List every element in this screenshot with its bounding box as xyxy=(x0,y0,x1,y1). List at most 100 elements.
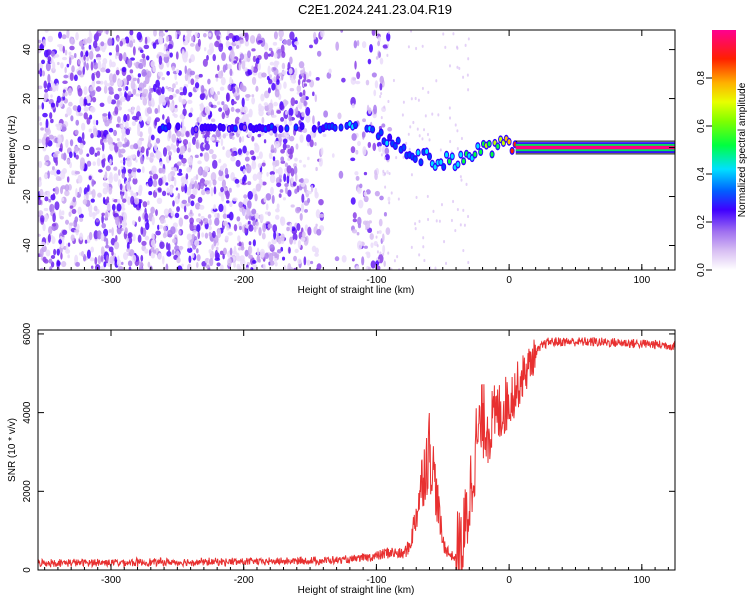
heatmap-cell xyxy=(88,50,94,60)
heatmap-cell xyxy=(75,154,79,160)
heatmap-cell xyxy=(386,53,389,58)
heatmap-cell xyxy=(159,32,166,37)
heatmap-cell xyxy=(239,39,245,45)
heatmap-cell xyxy=(232,147,237,153)
heatmap-cell xyxy=(178,230,182,235)
heatmap-cell xyxy=(100,265,106,270)
heatmap-cell xyxy=(393,259,396,263)
heatmap-cell xyxy=(157,104,161,114)
heatmap-cell xyxy=(82,199,88,205)
heatmap-cell xyxy=(65,138,69,148)
heatmap-cell xyxy=(105,30,109,35)
heatmap-cell xyxy=(157,71,164,77)
heatmap-cell xyxy=(467,214,470,219)
heatmap-cell xyxy=(91,72,95,82)
heatmap-ytick-label: 0 xyxy=(22,144,33,150)
heatmap-cell xyxy=(311,245,317,253)
heatmap-cell xyxy=(279,189,284,193)
heatmap-cell xyxy=(249,35,256,44)
heatmap-cell xyxy=(245,164,252,174)
heatmap-cell xyxy=(103,228,109,237)
heatmap-cell xyxy=(427,217,430,222)
heatmap-cell xyxy=(185,173,189,180)
heatmap-cell xyxy=(379,251,382,255)
heatmap-cell xyxy=(307,190,312,195)
heatmap-cell xyxy=(181,118,185,128)
heatmap-cell xyxy=(296,104,302,108)
heatmap-cell xyxy=(144,248,149,254)
heatmap-cell xyxy=(173,144,177,153)
heatmap-cell xyxy=(213,186,217,195)
heatmap-cell xyxy=(113,93,120,100)
heatmap-cell xyxy=(102,196,106,204)
heatmap-cell xyxy=(157,224,160,231)
heatmap-cell xyxy=(272,156,276,161)
heatmap-cell xyxy=(236,87,240,94)
heatmap-cell xyxy=(114,256,117,264)
heatmap-cell xyxy=(251,65,254,73)
heatmap-cell xyxy=(56,248,60,256)
carrier-mark xyxy=(279,126,283,132)
heatmap-cell xyxy=(177,192,181,200)
heatmap-cell xyxy=(208,225,212,231)
heatmap-cell xyxy=(50,102,55,108)
heatmap-cell xyxy=(69,72,74,81)
heatmap-cell xyxy=(245,93,251,98)
heatmap-cell xyxy=(65,242,69,252)
heatmap-cell xyxy=(234,40,241,45)
heatmap-cell xyxy=(283,173,287,183)
heatmap-cell xyxy=(210,86,215,96)
heatmap-cell xyxy=(74,170,81,175)
heatmap-cell xyxy=(305,106,311,117)
heatmap-cell xyxy=(247,190,253,200)
heatmap-cell xyxy=(310,184,314,193)
snr-ylabel: SNR (10 * v/v) xyxy=(7,418,18,482)
heatmap-cell xyxy=(445,261,448,265)
heatmap-cell xyxy=(251,48,256,52)
heatmap-cell xyxy=(111,203,116,211)
heatmap-cell xyxy=(274,132,278,138)
heatmap-cell xyxy=(107,95,112,104)
heatmap-cell xyxy=(326,72,332,79)
heatmap-cell xyxy=(62,45,65,54)
heatmap-cell xyxy=(350,146,356,154)
heatmap-cell xyxy=(124,137,128,143)
heatmap-cell xyxy=(126,74,132,81)
heatmap-cell xyxy=(80,122,86,131)
heatmap-cell xyxy=(46,190,51,198)
heatmap-cell xyxy=(273,76,277,83)
heatmap-cell xyxy=(215,141,219,147)
heatmap-cell xyxy=(123,252,129,261)
heatmap-cell xyxy=(74,216,79,223)
heatmap-cell xyxy=(166,70,170,76)
carrier-mark xyxy=(456,161,460,167)
heatmap-cell xyxy=(74,229,80,233)
heatmap-cell xyxy=(290,177,295,184)
heatmap-cell xyxy=(154,117,161,123)
heatmap-cell xyxy=(152,42,157,49)
heatmap-cell xyxy=(44,196,49,202)
heatmap-cell xyxy=(437,113,440,117)
heatmap-cell xyxy=(230,106,235,112)
heatmap-cell xyxy=(50,118,54,124)
carrier-mark xyxy=(242,125,247,131)
heatmap-cell xyxy=(204,143,210,151)
heatmap-cell xyxy=(38,160,43,168)
heatmap-cell xyxy=(282,138,288,144)
heatmap-cell xyxy=(198,73,203,78)
heatmap-cell xyxy=(410,245,413,249)
heatmap-cell xyxy=(89,90,96,97)
heatmap-cell xyxy=(47,56,52,62)
heatmap-cell xyxy=(301,231,306,238)
heatmap-cell xyxy=(263,139,267,144)
heatmap-cell xyxy=(182,40,189,46)
heatmap-cell xyxy=(281,62,286,70)
heatmap-cell xyxy=(354,171,359,176)
heatmap-cell xyxy=(64,91,68,97)
heatmap-cell xyxy=(118,266,124,270)
heatmap-cell xyxy=(340,30,344,33)
carrier-mark xyxy=(433,164,437,170)
heatmap-cell xyxy=(178,153,184,160)
heatmap-cell xyxy=(247,200,252,210)
heatmap-cell xyxy=(55,82,59,92)
